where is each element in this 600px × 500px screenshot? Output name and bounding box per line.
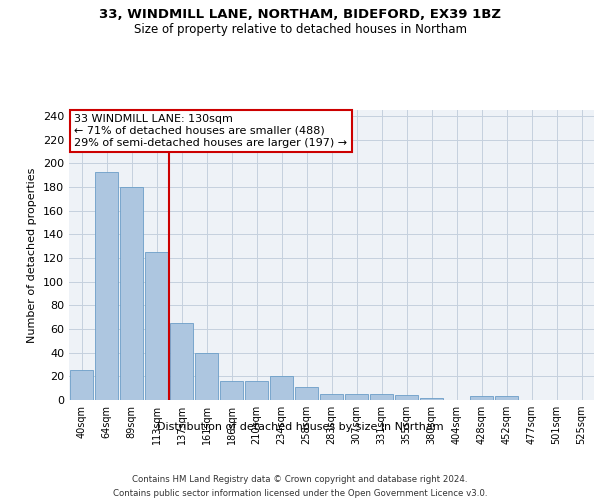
- Bar: [295, 387, 318, 400]
- Bar: [145, 252, 168, 400]
- Text: 33, WINDMILL LANE, NORTHAM, BIDEFORD, EX39 1BZ: 33, WINDMILL LANE, NORTHAM, BIDEFORD, EX…: [99, 8, 501, 20]
- Bar: [120, 187, 143, 400]
- Bar: [220, 381, 243, 400]
- Bar: [370, 394, 393, 400]
- Bar: [345, 394, 368, 400]
- Bar: [320, 394, 343, 400]
- Text: Size of property relative to detached houses in Northam: Size of property relative to detached ho…: [133, 22, 467, 36]
- Bar: [495, 396, 518, 400]
- Text: Distribution of detached houses by size in Northam: Distribution of detached houses by size …: [157, 422, 443, 432]
- Bar: [70, 370, 93, 400]
- Bar: [420, 398, 443, 400]
- Text: Contains HM Land Registry data © Crown copyright and database right 2024.
Contai: Contains HM Land Registry data © Crown c…: [113, 476, 487, 498]
- Bar: [245, 381, 268, 400]
- Bar: [270, 376, 293, 400]
- Bar: [470, 396, 493, 400]
- Bar: [95, 172, 118, 400]
- Text: 33 WINDMILL LANE: 130sqm
← 71% of detached houses are smaller (488)
29% of semi-: 33 WINDMILL LANE: 130sqm ← 71% of detach…: [74, 114, 347, 148]
- Y-axis label: Number of detached properties: Number of detached properties: [28, 168, 37, 342]
- Bar: [395, 396, 418, 400]
- Bar: [195, 352, 218, 400]
- Bar: [170, 323, 193, 400]
